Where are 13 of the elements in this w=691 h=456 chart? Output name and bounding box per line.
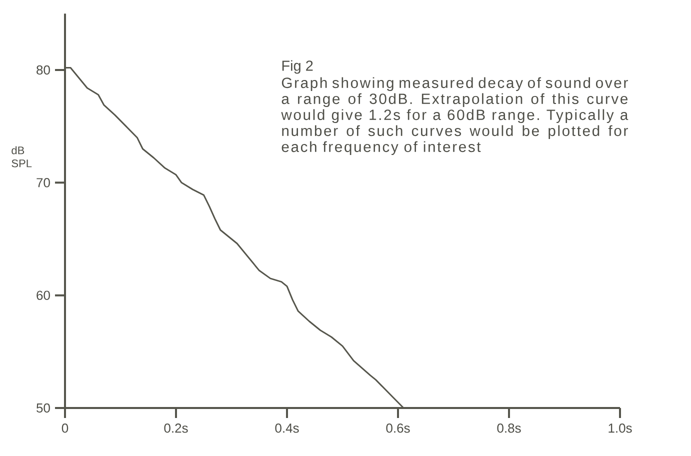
x-tick-label: 1.0s xyxy=(608,424,632,433)
x-tick-label: 0.8s xyxy=(497,424,521,433)
x-tick-label: 0.2s xyxy=(164,424,188,433)
x-tick-label: 0 xyxy=(62,424,68,433)
y-tick-label: 70 xyxy=(36,178,50,188)
x-tick-label: 0.4s xyxy=(275,424,299,433)
y-tick-label: 60 xyxy=(36,290,50,300)
annotation: Graph showing measured decay of sound over a range of 30dB. Extrapolation of this curve would give 1.2s for a 60dB range. Typically a number of such curves would be plotted for each frequency of interest xyxy=(281,77,628,155)
x-tick-label: 0.6s xyxy=(386,424,410,433)
text: Fig 2 xyxy=(282,60,313,74)
y-tick-label: 80 xyxy=(36,65,50,75)
y-axis-title: dB SPL xyxy=(12,146,32,168)
y-tick-label: 50 xyxy=(36,403,50,413)
